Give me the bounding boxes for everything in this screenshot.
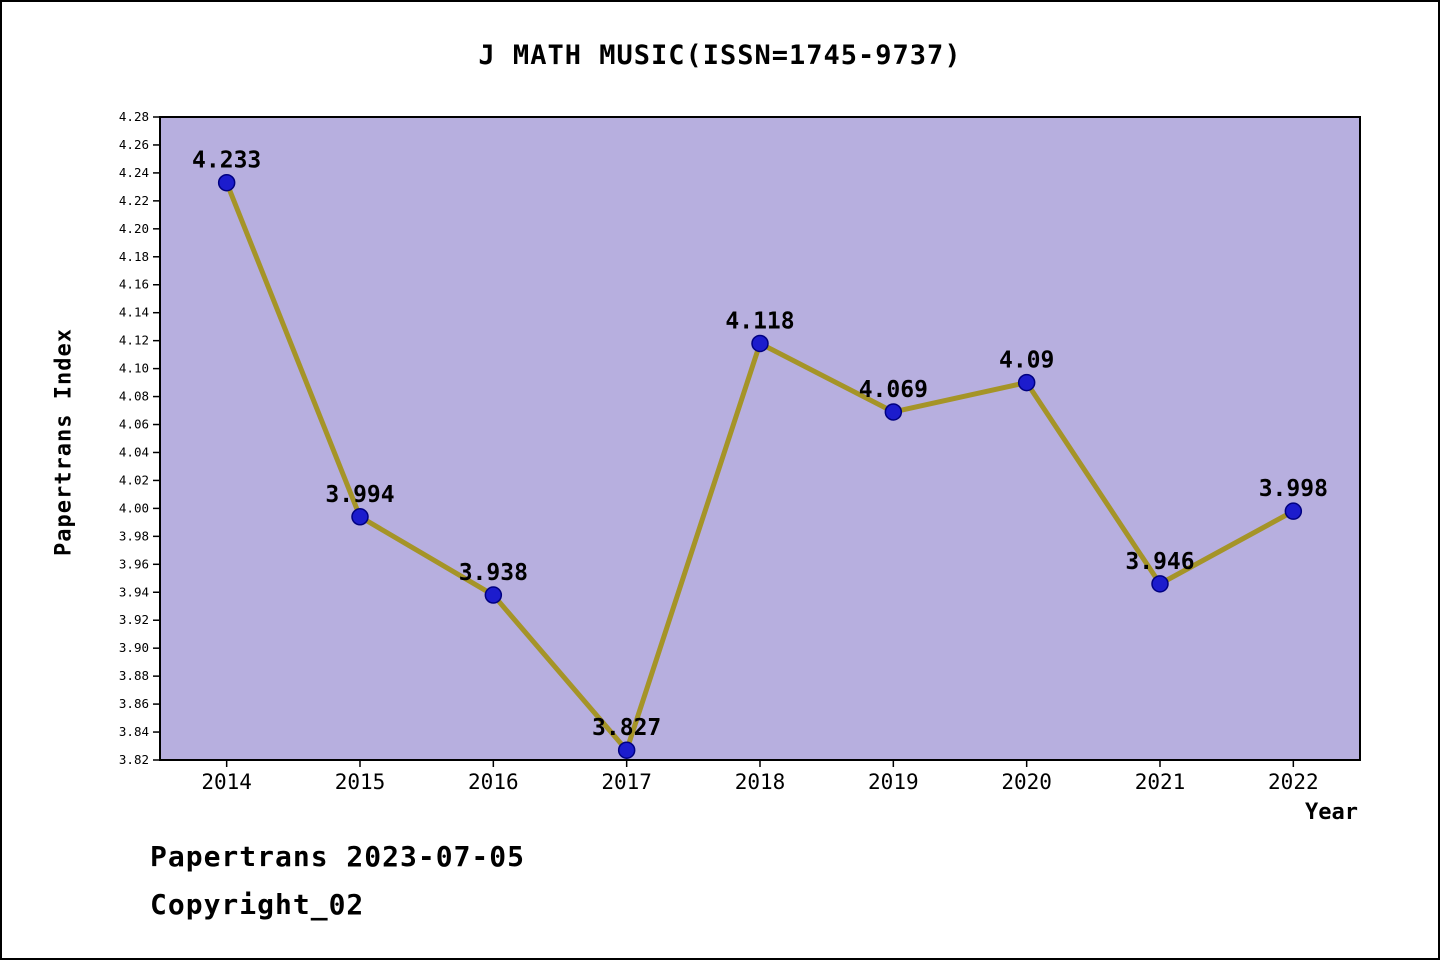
y-tick-label: 4.06 (119, 417, 149, 432)
data-point-marker (751, 334, 769, 353)
y-tick-label: 4.24 (119, 165, 149, 180)
y-tick-label: 4.04 (119, 444, 149, 459)
data-point-label: 3.946 (1125, 549, 1194, 575)
x-tick-label: 2015 (335, 770, 386, 794)
y-tick-label: 4.18 (119, 249, 149, 264)
x-axis-label: Year (1305, 800, 1358, 825)
data-point-label: 3.827 (592, 715, 661, 741)
y-tick-label: 3.88 (119, 668, 149, 683)
x-tick-label: 2020 (1001, 770, 1052, 794)
data-point-marker (1151, 575, 1169, 593)
y-tick-label: 3.90 (119, 640, 149, 655)
y-tick-label: 4.12 (119, 333, 149, 348)
data-point-marker (351, 508, 369, 526)
data-point-marker (484, 586, 503, 604)
x-tick-label: 2017 (601, 770, 652, 794)
y-tick-label: 3.84 (119, 724, 149, 739)
x-tick-label: 2014 (201, 770, 252, 794)
y-tick-label: 4.22 (119, 193, 149, 208)
data-point-label: 4.09 (999, 348, 1054, 374)
x-tick-label: 2021 (1135, 770, 1186, 794)
data-point-label: 3.998 (1259, 476, 1328, 502)
plot-background (160, 117, 1360, 760)
y-tick-label: 3.92 (119, 612, 149, 627)
data-point-marker (1284, 502, 1303, 520)
y-tick-label: 4.00 (119, 500, 149, 515)
y-tick-label: 4.28 (119, 109, 149, 124)
footer-copyright: Copyright_02 (150, 888, 365, 921)
x-tick-label: 2016 (468, 770, 519, 794)
footer-source-date: Papertrans 2023-07-05 (150, 840, 526, 873)
data-point-label: 4.233 (192, 148, 261, 174)
data-point-label: 3.994 (325, 482, 394, 508)
chart-title: J MATH MUSIC(ISSN=1745-9737) (478, 40, 962, 71)
y-tick-label: 4.02 (119, 472, 149, 487)
y-tick-label: 3.96 (119, 556, 149, 571)
data-point-label: 4.118 (725, 308, 794, 334)
data-point-marker (217, 173, 236, 192)
y-tick-label: 4.16 (119, 277, 149, 292)
y-tick-label: 4.08 (119, 389, 149, 404)
x-tick-label: 2018 (735, 770, 786, 794)
y-tick-label: 4.26 (119, 137, 149, 152)
y-tick-label: 4.20 (119, 221, 149, 236)
axes-box (159, 116, 1361, 761)
data-point-marker (884, 403, 903, 421)
data-point-marker (1017, 373, 1036, 392)
y-tick-label: 4.14 (119, 305, 149, 320)
y-tick-label: 4.10 (119, 361, 149, 376)
data-point-marker (617, 741, 636, 759)
x-tick-label: 2022 (1268, 770, 1319, 794)
y-tick-label: 3.98 (119, 528, 149, 543)
y-tick-label: 3.94 (119, 584, 149, 599)
x-tick-label: 2019 (868, 770, 919, 794)
data-point-label: 4.069 (859, 377, 928, 403)
y-tick-label: 3.86 (119, 696, 149, 711)
y-tick-label: 3.82 (119, 752, 149, 767)
data-point-label: 3.938 (459, 560, 528, 586)
